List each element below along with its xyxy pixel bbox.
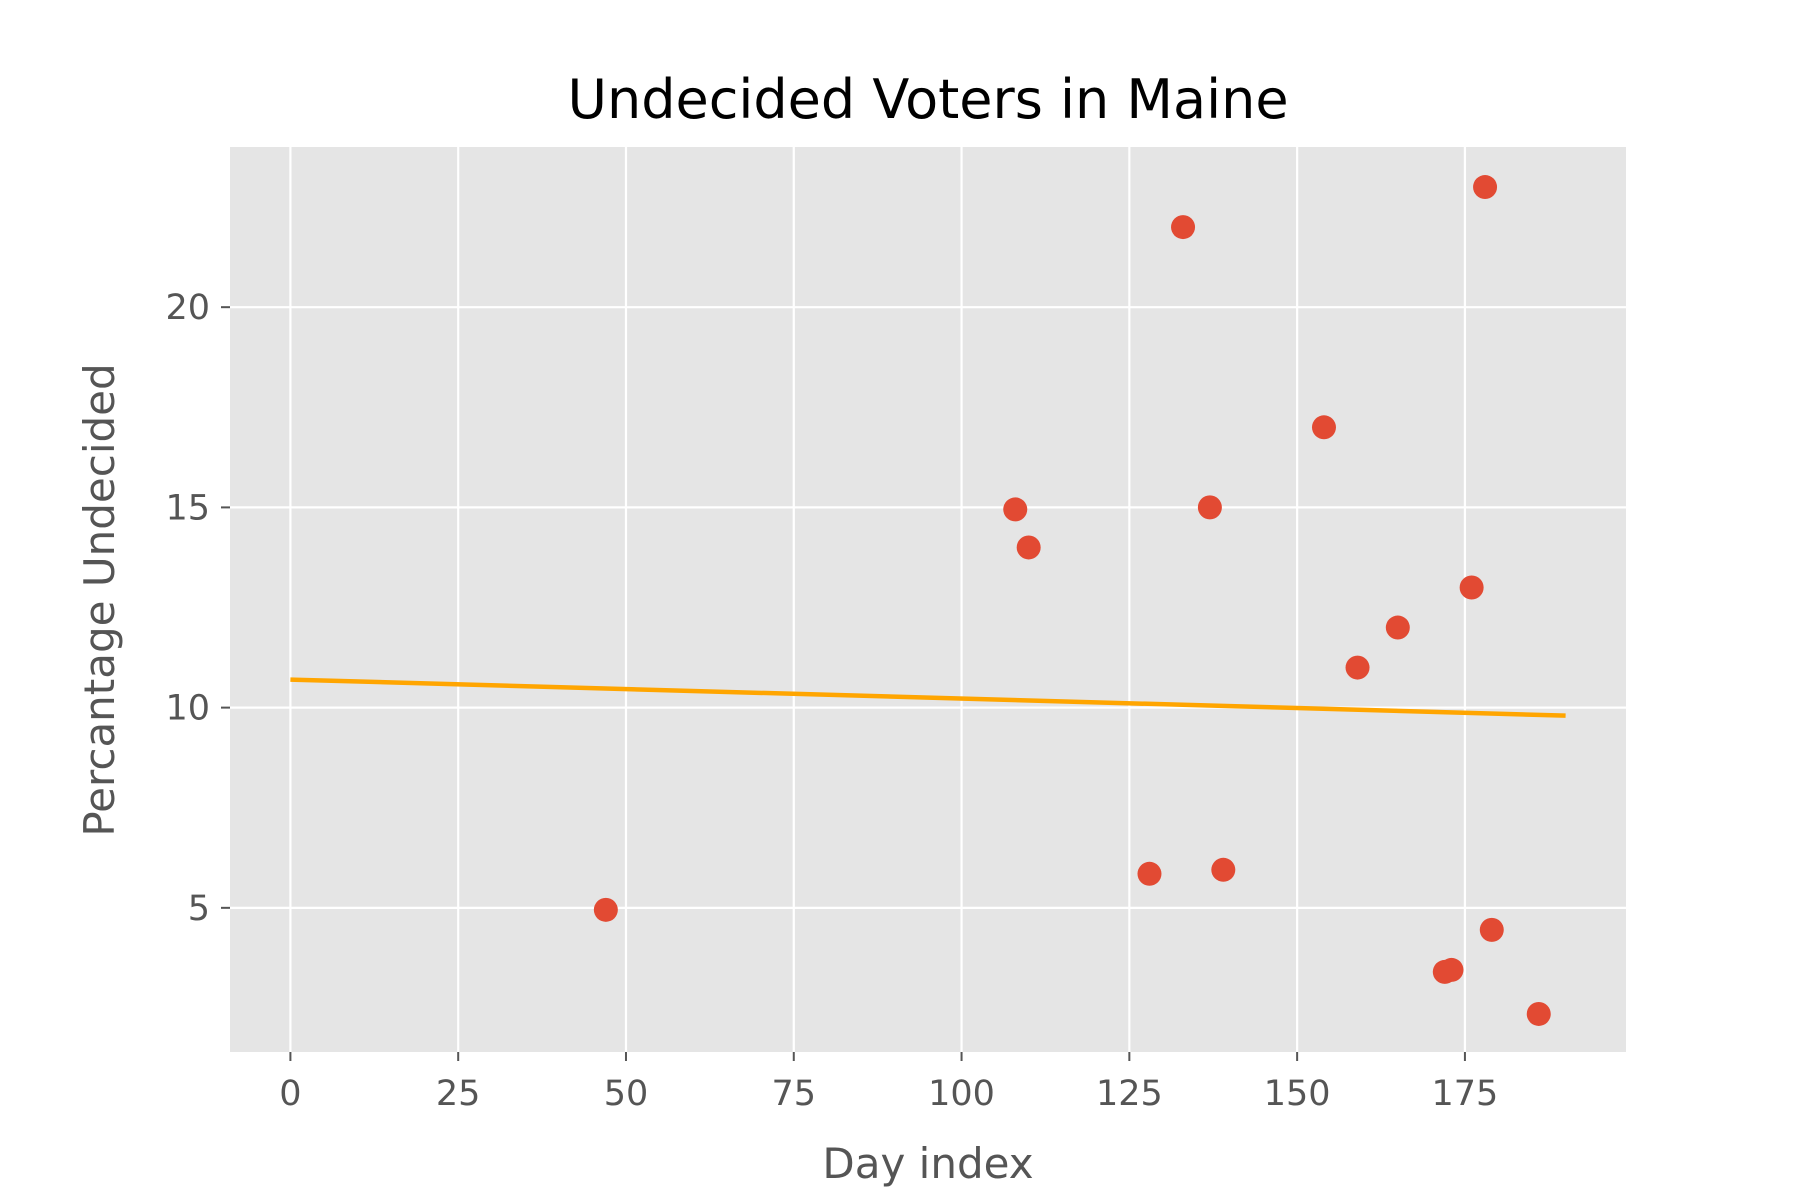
y-tick-label: 20 (165, 288, 210, 328)
scatter-point (1345, 655, 1370, 680)
x-tick-label: 75 (771, 1074, 816, 1114)
y-tick-label: 15 (165, 488, 210, 528)
scatter-point (1385, 615, 1410, 640)
scatter-point (1137, 861, 1162, 886)
scatter-point (1016, 535, 1041, 560)
scatter-point (1197, 495, 1222, 520)
x-tick-label: 150 (1264, 1074, 1331, 1114)
marks (290, 175, 1566, 1026)
x-tick-label: 0 (279, 1074, 301, 1114)
scatter-point (1311, 415, 1336, 440)
scatter-point (1473, 175, 1498, 200)
y-axis-label: Percantage Undecided (75, 363, 124, 836)
chart-title: Undecided Voters in Maine (567, 68, 1288, 131)
scatter-point (1211, 857, 1236, 882)
y-tick-label: 5 (188, 889, 210, 929)
x-tick-label: 50 (604, 1074, 649, 1114)
x-tick-label: 25 (436, 1074, 481, 1114)
x-tick-label: 125 (1096, 1074, 1163, 1114)
x-tick-label: 175 (1432, 1074, 1499, 1114)
x-tick-label: 100 (928, 1074, 995, 1114)
scatter-point (593, 897, 618, 922)
scatter-point (1003, 497, 1028, 522)
x-axis-label: Day index (822, 1139, 1033, 1188)
scatter-point (1439, 957, 1464, 982)
trend-line (290, 677, 1566, 718)
y-tick-label: 10 (165, 689, 210, 729)
scatter-point (1526, 1001, 1551, 1026)
grid (230, 147, 1626, 1052)
scatter-point (1459, 575, 1484, 600)
scatter-point (1479, 917, 1504, 942)
ticks: 0 25 50 75 100 125 150 175 5 10 15 20 (165, 288, 1498, 1114)
plot-background (230, 147, 1626, 1052)
scatter-point (1171, 215, 1196, 240)
